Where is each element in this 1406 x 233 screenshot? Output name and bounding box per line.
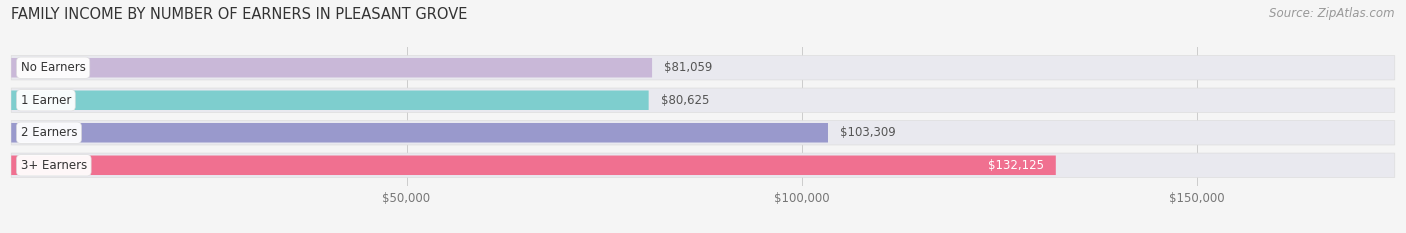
- FancyBboxPatch shape: [11, 120, 1395, 145]
- Text: $80,625: $80,625: [661, 94, 709, 107]
- FancyBboxPatch shape: [11, 123, 828, 143]
- FancyBboxPatch shape: [11, 55, 1395, 80]
- Text: 2 Earners: 2 Earners: [21, 126, 77, 139]
- FancyBboxPatch shape: [11, 90, 648, 110]
- FancyBboxPatch shape: [11, 88, 1395, 113]
- FancyBboxPatch shape: [11, 153, 1395, 178]
- Text: 1 Earner: 1 Earner: [21, 94, 72, 107]
- Text: $132,125: $132,125: [988, 159, 1043, 172]
- FancyBboxPatch shape: [11, 58, 652, 78]
- Text: Source: ZipAtlas.com: Source: ZipAtlas.com: [1270, 7, 1395, 20]
- Text: FAMILY INCOME BY NUMBER OF EARNERS IN PLEASANT GROVE: FAMILY INCOME BY NUMBER OF EARNERS IN PL…: [11, 7, 468, 22]
- Text: $81,059: $81,059: [664, 61, 713, 74]
- Text: 3+ Earners: 3+ Earners: [21, 159, 87, 172]
- FancyBboxPatch shape: [11, 155, 1056, 175]
- Text: $103,309: $103,309: [839, 126, 896, 139]
- Text: No Earners: No Earners: [21, 61, 86, 74]
